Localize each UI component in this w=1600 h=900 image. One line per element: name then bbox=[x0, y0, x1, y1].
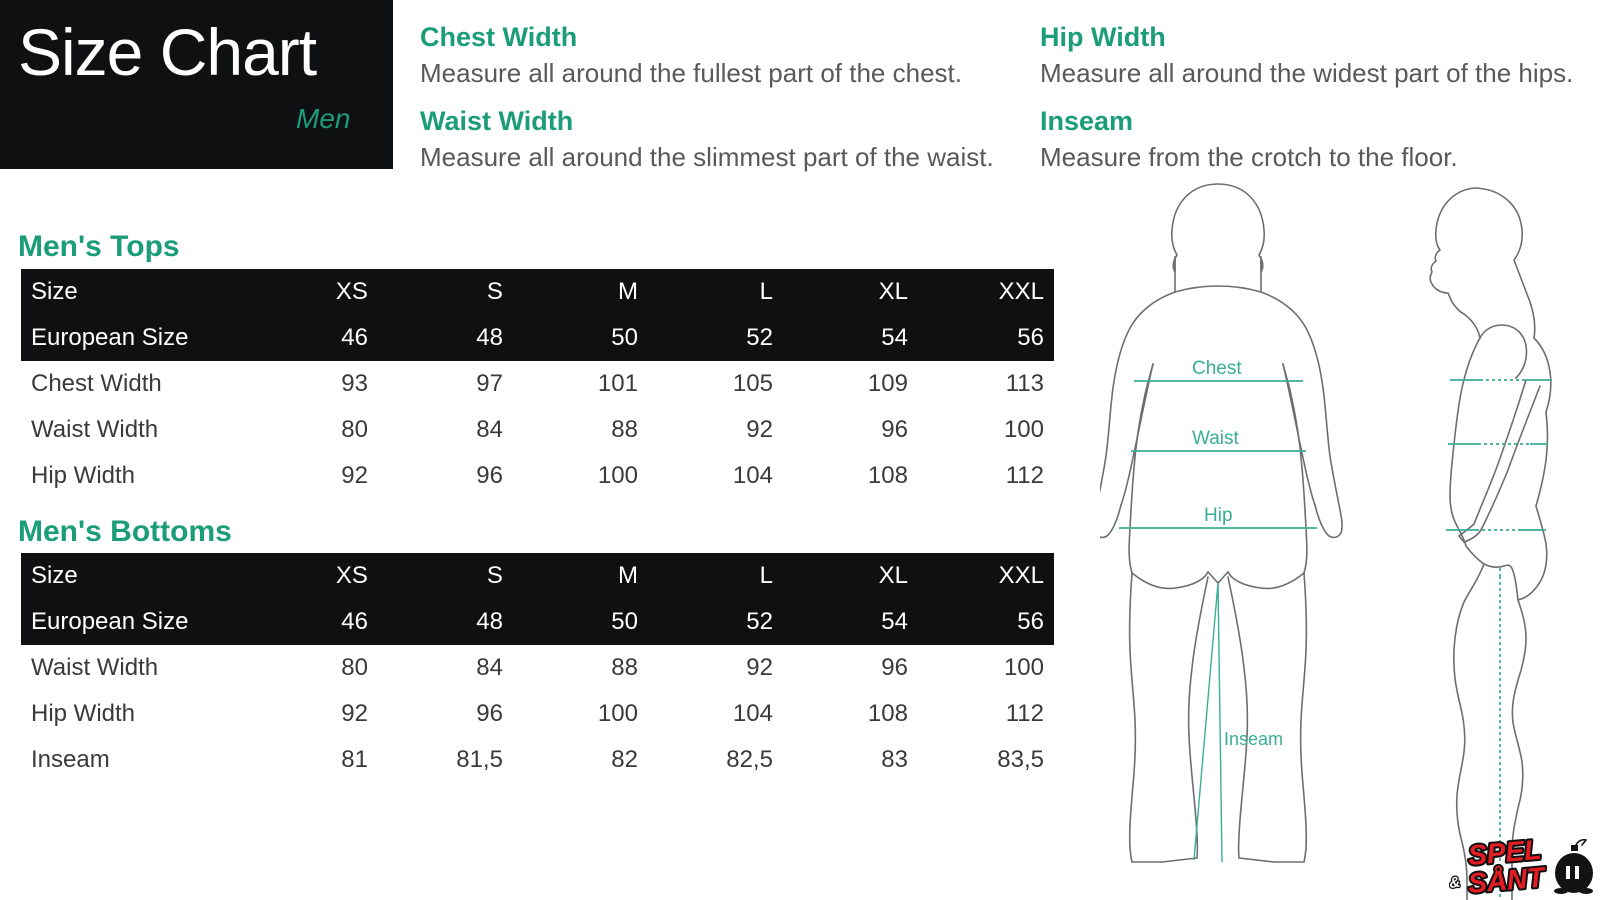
svg-text:SÅNT: SÅNT bbox=[1467, 861, 1549, 898]
svg-text:Hip: Hip bbox=[1204, 505, 1233, 526]
svg-text:&: & bbox=[1449, 874, 1461, 892]
svg-text:Chest: Chest bbox=[1192, 358, 1242, 379]
svg-text:Waist: Waist bbox=[1192, 428, 1240, 449]
svg-text:Inseam: Inseam bbox=[1224, 729, 1283, 749]
